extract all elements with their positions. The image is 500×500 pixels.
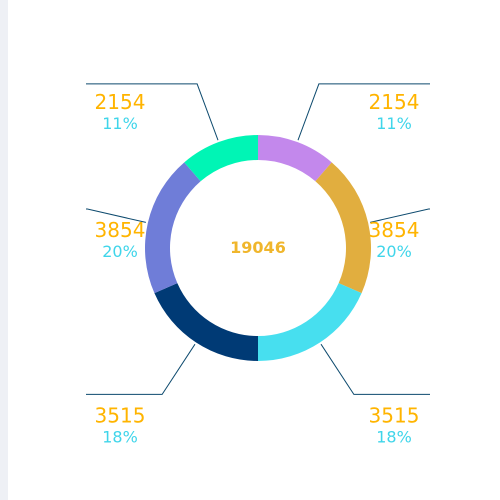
leader-line-2 — [370, 208, 430, 223]
leader-line-5 — [86, 208, 146, 223]
slice-value-label-2: 3854 — [369, 218, 420, 242]
donut-slice-3[interactable] — [258, 283, 362, 361]
donut-slice-6[interactable] — [184, 135, 258, 182]
slice-percent-label-4: 18% — [102, 427, 138, 446]
center-total-label: 19046 — [230, 238, 286, 257]
donut-slice-5[interactable] — [144, 162, 201, 294]
donut-slice-1[interactable] — [258, 135, 332, 182]
slice-percent-label-3: 18% — [376, 427, 412, 446]
slice-value-label-5: 3854 — [95, 218, 146, 242]
label-leader-lines — [86, 83, 430, 395]
leader-line-4 — [86, 343, 196, 395]
leader-line-6 — [86, 83, 219, 141]
slice-labels: 215411%385420%351518%351518%385420%21541… — [95, 90, 420, 446]
slice-percent-label-6: 11% — [102, 114, 138, 133]
leader-line-1 — [297, 83, 430, 141]
slice-percent-label-1: 11% — [376, 114, 412, 133]
donut-slices — [144, 135, 371, 361]
slice-value-label-3: 3515 — [369, 403, 420, 427]
donut-slice-2[interactable] — [315, 162, 371, 294]
slice-value-label-4: 3515 — [95, 403, 146, 427]
slice-value-label-1: 2154 — [369, 90, 420, 114]
leader-line-3 — [320, 343, 430, 395]
donut-slice-4[interactable] — [154, 283, 258, 361]
slice-percent-label-2: 20% — [376, 242, 412, 261]
slice-value-label-6: 2154 — [95, 90, 146, 114]
left-border-strip — [0, 0, 8, 500]
slice-percent-label-5: 20% — [102, 242, 138, 261]
